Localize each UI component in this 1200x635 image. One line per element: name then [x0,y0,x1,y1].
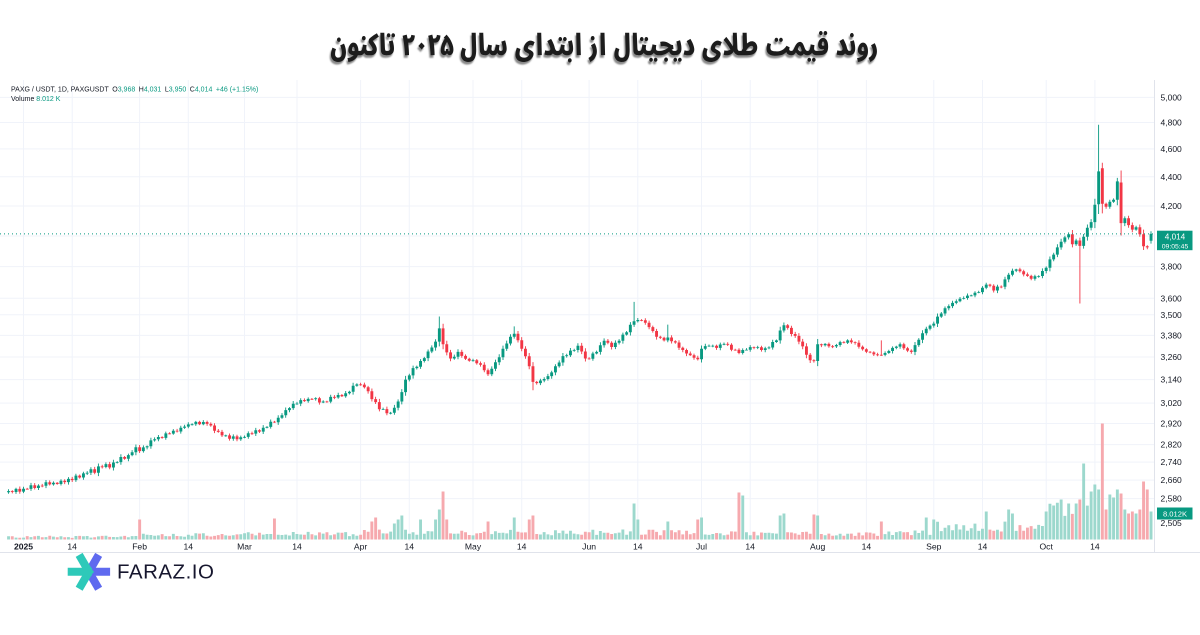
svg-text:PAXG / USDT, 1D, PAXGUSDT O3,9: PAXG / USDT, 1D, PAXGUSDT O3,968 H4,031 … [11,87,258,94]
svg-text:09:05:45: 09:05:45 [1162,243,1189,250]
svg-text:14: 14 [978,541,988,551]
svg-text:3,600: 3,600 [1161,293,1183,303]
svg-text:Jun: Jun [582,541,596,551]
svg-text:14: 14 [1090,541,1100,551]
svg-text:14: 14 [633,541,643,551]
svg-text:4,400: 4,400 [1161,172,1183,182]
svg-text:5,000: 5,000 [1161,92,1183,102]
svg-text:8.012K: 8.012K [1163,509,1187,518]
svg-text:2,740: 2,740 [1161,457,1183,467]
svg-text:14: 14 [862,541,872,551]
svg-text:Mar: Mar [237,541,252,551]
svg-text:3,500: 3,500 [1161,310,1183,320]
svg-text:3,380: 3,380 [1161,330,1183,340]
svg-text:Oct: Oct [1040,541,1054,551]
svg-text:Jul: Jul [696,541,707,551]
svg-text:14: 14 [292,541,302,551]
svg-text:14: 14 [184,541,194,551]
svg-text:Volume 8.012 K: Volume 8.012 K [11,96,61,103]
svg-text:4,600: 4,600 [1161,144,1183,154]
svg-text:2,820: 2,820 [1161,440,1183,450]
svg-text:Apr: Apr [354,541,368,551]
svg-text:Sep: Sep [926,541,942,551]
svg-text:2,505: 2,505 [1161,518,1183,528]
svg-text:4,014: 4,014 [1165,232,1186,241]
svg-text:4,800: 4,800 [1161,118,1183,128]
svg-text:2,580: 2,580 [1161,494,1183,504]
svg-text:3,260: 3,260 [1161,352,1183,362]
svg-text:14: 14 [517,541,527,551]
svg-text:2,920: 2,920 [1161,419,1183,429]
svg-text:2,660: 2,660 [1161,475,1183,485]
svg-text:May: May [465,541,482,551]
svg-text:3,140: 3,140 [1161,375,1183,385]
svg-text:FARAZ.IO: FARAZ.IO [117,561,214,584]
svg-text:Aug: Aug [810,541,826,551]
svg-text:14: 14 [745,541,755,551]
svg-text:4,200: 4,200 [1161,201,1183,211]
svg-text:3,800: 3,800 [1161,262,1183,272]
svg-text:2025: 2025 [14,541,33,551]
svg-text:3,020: 3,020 [1161,398,1183,408]
svg-text:Feb: Feb [132,541,147,551]
svg-text:14: 14 [67,541,77,551]
svg-text:14: 14 [405,541,415,551]
